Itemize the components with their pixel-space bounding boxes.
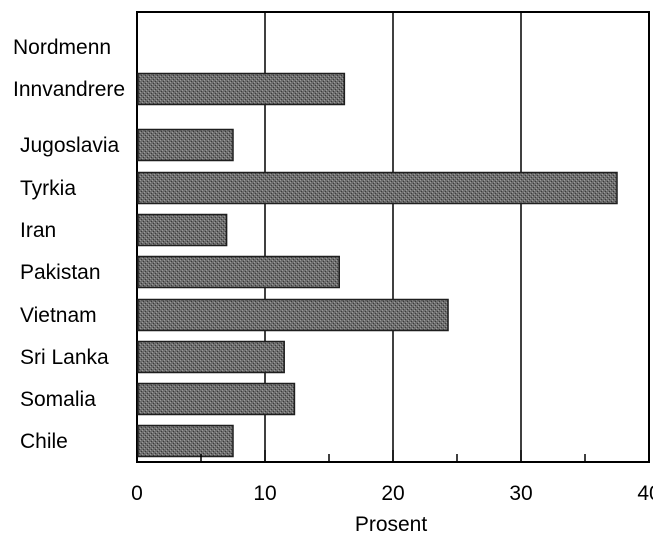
bar-somalia [137,382,296,416]
x-axis-title: Prosent [355,513,428,535]
category-label-jugoslavia: Jugoslavia [20,134,120,157]
category-labels: Nordmenn Innvandrere Jugoslavia Tyrkia Iran P… [13,36,125,453]
category-label-sri-lanka: Sri Lanka [20,346,109,369]
x-tick-labels: 0 10 20 30 40 [131,482,653,505]
category-label-somalia: Somalia [20,388,96,411]
category-label-iran: Iran [20,219,56,242]
x-tick-label-20: 20 [381,482,404,505]
x-tick-label-0: 0 [131,482,143,505]
x-ticks [136,450,650,462]
bar-jugoslavia [137,128,234,162]
category-label-pakistan: Pakistan [20,261,101,284]
bar-iran [137,213,228,247]
bar-sri-lanka [137,340,285,374]
bars [137,72,618,458]
category-label-innvandrere: Innvandrere [13,78,125,101]
x-tick-label-30: 30 [509,482,532,505]
category-label-nordmenn: Nordmenn [13,36,111,59]
category-label-vietnam: Vietnam [20,304,97,327]
x-tick-label-10: 10 [253,482,276,505]
bar-vietnam [137,298,449,332]
bar-tyrkia [137,171,618,205]
category-label-tyrkia: Tyrkia [20,177,76,200]
bar-innvandrere [137,72,346,106]
x-tick-label-40: 40 [637,482,653,505]
bar-chile [137,424,234,458]
category-label-chile: Chile [20,430,68,453]
bar-pakistan [137,255,340,289]
